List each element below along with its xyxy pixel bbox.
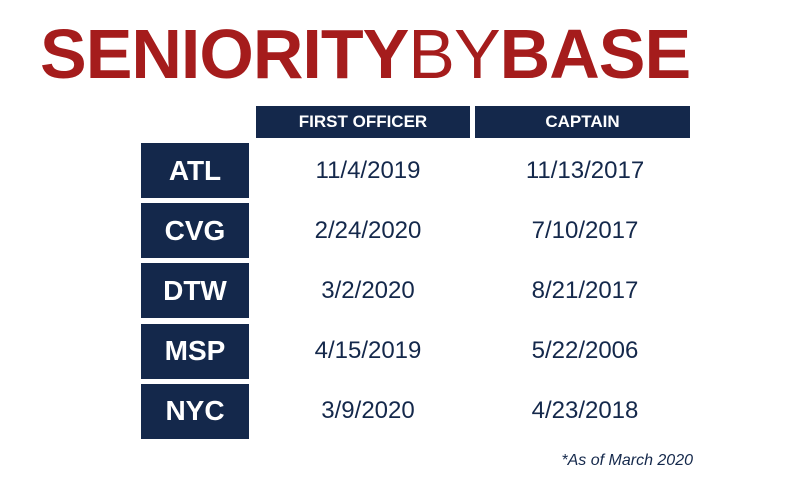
title-part: SENIORITY xyxy=(40,15,409,93)
table-cell: 2/24/2020 xyxy=(314,216,422,244)
table-cell: 7/10/2017 xyxy=(531,216,639,244)
row-header: CVG xyxy=(141,203,249,259)
title: SENIORITYBYBASE xyxy=(40,14,691,94)
table-cell: 11/13/2017 xyxy=(525,156,645,184)
table-cell: 8/21/2017 xyxy=(531,276,639,304)
column-header: CAPTAIN xyxy=(475,106,690,138)
footnote: *As of March 2020 xyxy=(561,452,693,469)
title-part: BY xyxy=(408,15,500,93)
table-cell: 4/23/2018 xyxy=(531,397,639,425)
table-cell: 5/22/2006 xyxy=(531,337,639,365)
table-cell: 3/9/2020 xyxy=(321,397,415,425)
title-part: BASE xyxy=(499,15,691,93)
row-header: MSP xyxy=(141,323,249,379)
table-cell: 4/15/2019 xyxy=(314,337,422,365)
row-header: DTW xyxy=(141,263,249,319)
row-header: NYC xyxy=(141,383,249,439)
table-cell: 3/2/2020 xyxy=(321,276,415,304)
row-header: ATL xyxy=(141,143,249,198)
column-header: FIRST OFFICER xyxy=(256,106,470,138)
table-cell: 11/4/2019 xyxy=(315,156,421,184)
